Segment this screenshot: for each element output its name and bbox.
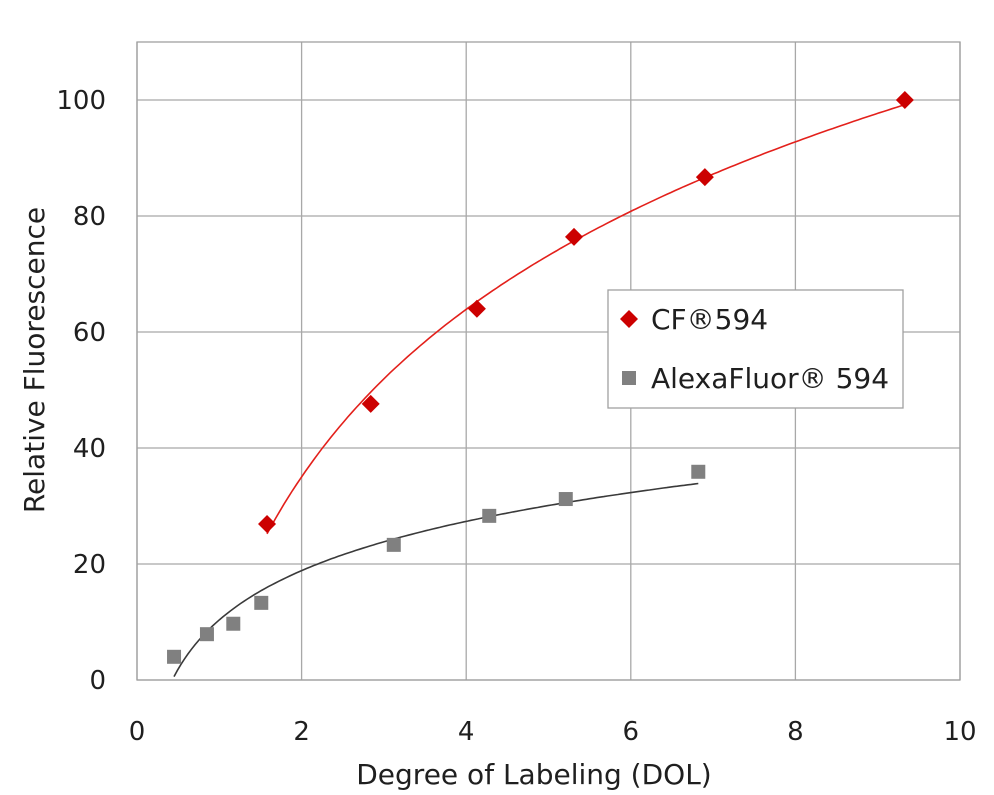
y-tick-label: 40 [73, 434, 106, 464]
data-point [361, 394, 380, 413]
data-point [226, 616, 241, 631]
legend: CF®594 AlexaFluor® 594 [607, 289, 904, 409]
data-point [691, 464, 706, 479]
y-tick-label: 20 [73, 550, 106, 580]
alexafluor-594-trendline [173, 482, 699, 677]
data-point [386, 537, 401, 552]
data-point [695, 168, 714, 187]
y-tick-label: 60 [73, 318, 106, 348]
data-point [254, 595, 269, 610]
x-tick-label: 0 [129, 717, 146, 747]
x-axis-label: Degree of Labeling (DOL) [356, 758, 711, 791]
plot-series [167, 91, 914, 677]
data-point [482, 508, 497, 523]
x-tick-label: 6 [623, 717, 640, 747]
x-tick-label: 2 [293, 717, 310, 747]
data-point [558, 492, 573, 507]
legend-diamond-icon [620, 310, 638, 328]
x-tick-label: 8 [787, 717, 804, 747]
cf-594-series [258, 91, 914, 533]
legend-box [607, 289, 904, 409]
data-point [167, 649, 182, 664]
data-point [467, 299, 486, 318]
x-tick-label: 10 [943, 717, 976, 747]
y-tick-label: 100 [56, 86, 106, 116]
alexafluor-594-series [167, 464, 706, 664]
data-point [258, 514, 277, 533]
cf-594-trendline [266, 103, 906, 535]
legend-label-cf594: CF®594 [651, 303, 768, 336]
legend-square-icon [622, 371, 636, 385]
y-axis-label: Relative Fluorescence [18, 207, 51, 513]
data-point [565, 227, 584, 246]
y-tick-label: 0 [89, 666, 106, 696]
data-point [199, 627, 214, 642]
legend-label-alexafluor-594: AlexaFluor® 594 [651, 362, 889, 395]
y-tick-label: 80 [73, 202, 106, 232]
data-point [895, 91, 914, 109]
plot-area-border [136, 41, 961, 681]
x-tick-label: 4 [458, 717, 475, 747]
